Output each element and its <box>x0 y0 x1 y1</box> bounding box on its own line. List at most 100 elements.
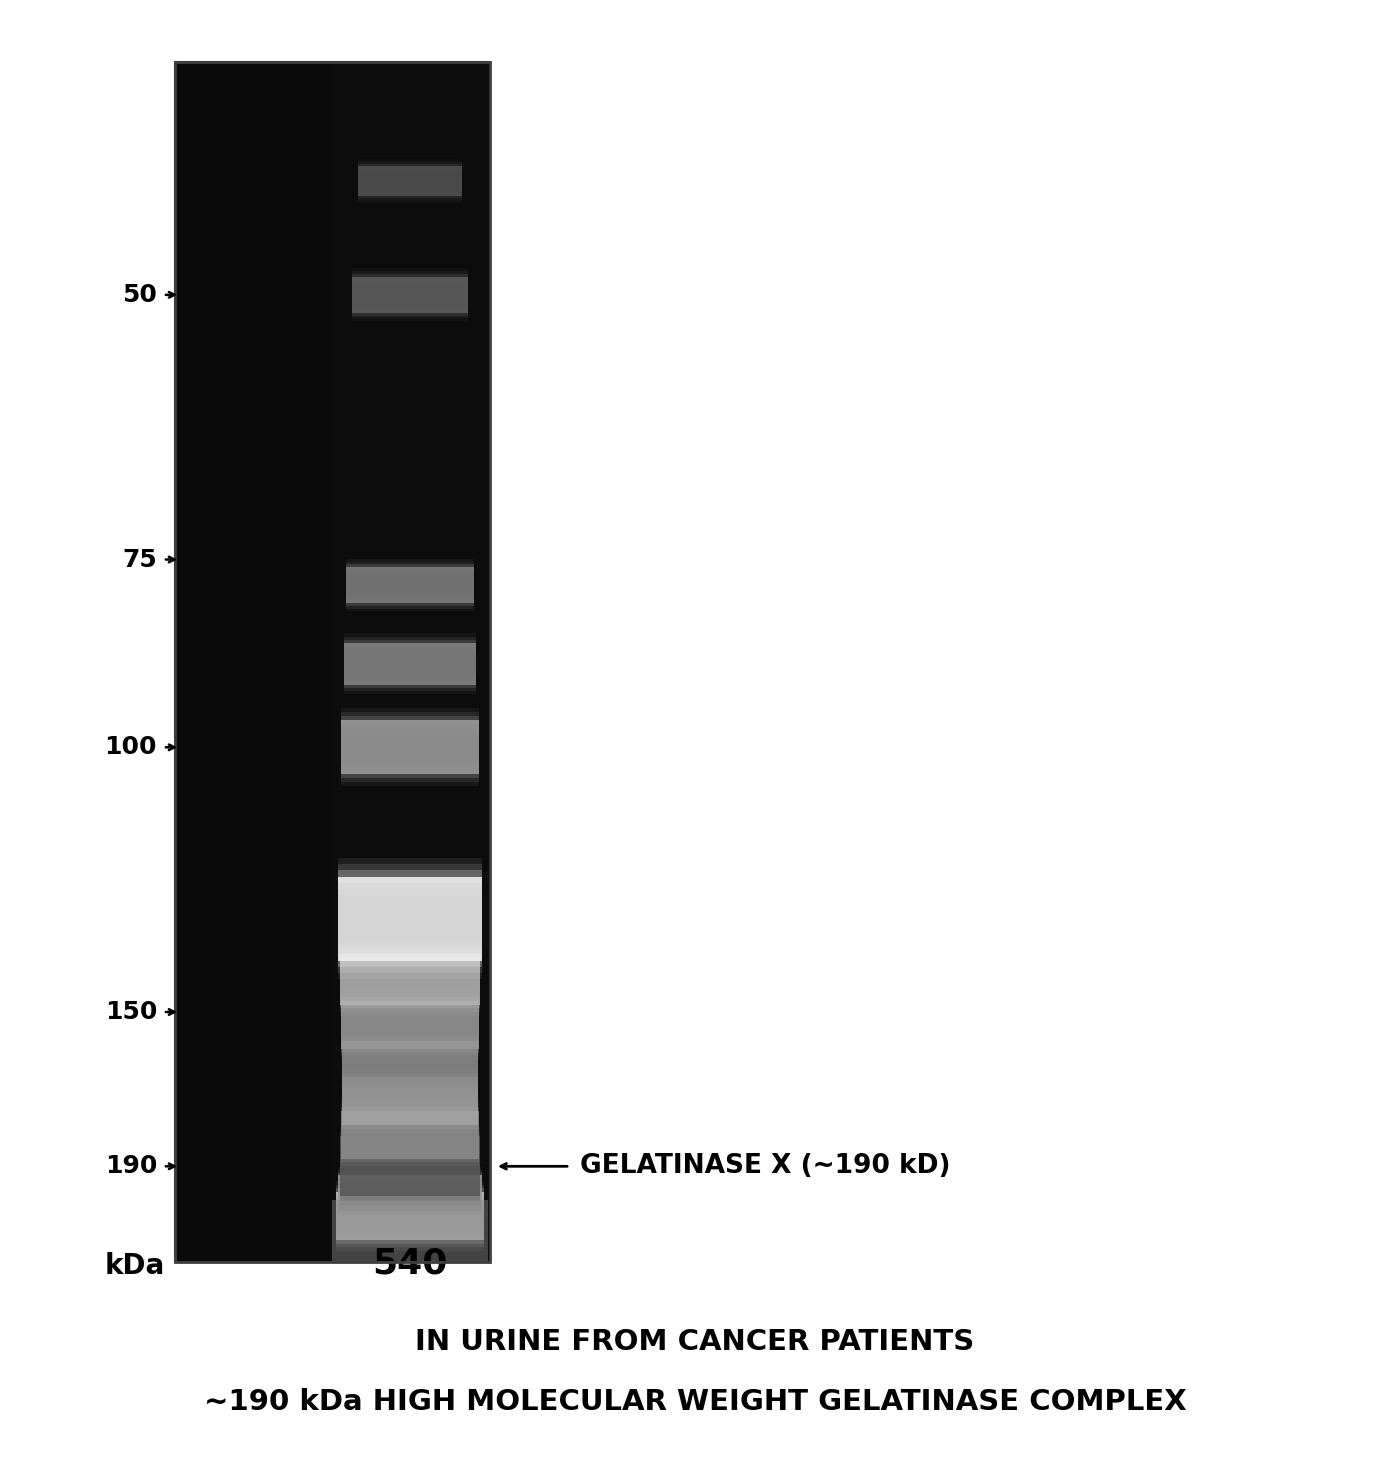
Bar <box>337 1233 484 1246</box>
Bar <box>346 594 474 611</box>
Bar <box>337 1192 484 1240</box>
Bar <box>339 1137 480 1196</box>
Bar <box>341 1045 479 1052</box>
Bar <box>341 1100 479 1122</box>
Text: 150: 150 <box>104 1000 157 1024</box>
Bar <box>352 310 467 316</box>
Bar <box>338 1169 483 1181</box>
Bar <box>341 708 479 732</box>
Bar <box>341 762 479 787</box>
Bar <box>342 1117 479 1132</box>
Bar <box>338 1172 483 1178</box>
Text: 75: 75 <box>122 547 157 572</box>
Bar <box>342 1074 479 1092</box>
Bar <box>175 62 330 1263</box>
Bar <box>346 562 474 572</box>
Bar <box>345 643 476 685</box>
Bar <box>339 1192 480 1200</box>
Bar <box>345 640 476 646</box>
Bar <box>337 1236 484 1243</box>
Bar <box>341 1107 479 1114</box>
Bar <box>330 62 490 1263</box>
Bar <box>341 957 480 1005</box>
Bar <box>338 1203 483 1220</box>
Bar <box>338 941 483 980</box>
Bar <box>341 946 480 968</box>
Bar <box>339 1183 480 1209</box>
Bar <box>341 1000 479 1049</box>
Bar <box>341 990 479 1012</box>
Bar <box>342 1080 479 1086</box>
Bar <box>339 1128 480 1146</box>
Bar <box>341 713 479 729</box>
Text: 540: 540 <box>373 1246 448 1280</box>
Bar <box>339 1123 480 1150</box>
Text: 50: 50 <box>122 283 157 307</box>
Bar <box>337 1184 484 1199</box>
Bar <box>341 1104 479 1117</box>
Bar <box>346 597 474 609</box>
Bar <box>352 268 467 285</box>
Text: GELATINASE X (~190 kD): GELATINASE X (~190 kD) <box>580 1153 950 1180</box>
Text: 100: 100 <box>104 735 157 759</box>
Bar <box>338 1175 483 1211</box>
Bar <box>341 997 480 1012</box>
Bar <box>357 191 462 200</box>
Bar <box>338 858 483 895</box>
Bar <box>337 1181 484 1203</box>
Bar <box>342 1070 479 1085</box>
Bar <box>338 1168 483 1183</box>
Bar <box>339 1187 480 1205</box>
Bar <box>339 1132 480 1141</box>
Bar <box>341 953 480 960</box>
Bar <box>341 1042 479 1057</box>
Bar <box>342 1034 479 1048</box>
Bar <box>341 1002 480 1008</box>
Bar <box>346 565 474 569</box>
Bar <box>357 166 462 196</box>
Bar <box>337 1229 484 1251</box>
Bar <box>341 950 480 963</box>
Bar <box>357 165 462 169</box>
Bar <box>342 1077 479 1125</box>
Bar <box>341 994 480 1015</box>
Bar <box>341 997 479 1005</box>
Bar <box>341 1154 479 1162</box>
Bar <box>342 1074 479 1080</box>
Bar <box>346 568 474 603</box>
Bar <box>352 305 467 322</box>
Bar <box>338 876 483 960</box>
Bar <box>338 1208 483 1214</box>
Bar <box>341 716 479 725</box>
Text: 190: 190 <box>104 1154 157 1178</box>
Bar <box>342 1042 479 1083</box>
Text: IN URINE FROM CANCER PATIENTS: IN URINE FROM CANCER PATIENTS <box>416 1328 975 1356</box>
Bar <box>338 864 483 889</box>
Bar <box>175 62 490 1263</box>
Bar <box>346 559 474 575</box>
Bar <box>338 870 483 883</box>
Bar <box>342 1077 479 1089</box>
Bar <box>341 766 479 782</box>
Bar <box>342 1031 479 1051</box>
Bar <box>341 1149 479 1169</box>
Bar <box>341 720 479 774</box>
Bar <box>345 637 476 649</box>
Bar <box>352 307 467 319</box>
Bar <box>357 190 462 203</box>
Bar <box>352 271 467 282</box>
Bar <box>341 1037 479 1060</box>
Bar <box>341 771 479 778</box>
Bar <box>341 994 479 1008</box>
Text: ~190 kDa HIGH MOLECULAR WEIGHT GELATINASE COMPLEX: ~190 kDa HIGH MOLECULAR WEIGHT GELATINAS… <box>203 1389 1187 1415</box>
Bar <box>357 162 462 170</box>
Bar <box>341 1152 479 1166</box>
Bar <box>345 682 476 688</box>
Text: kDa: kDa <box>104 1252 166 1280</box>
Bar <box>341 1110 479 1159</box>
Bar <box>345 679 476 691</box>
Bar <box>337 1189 484 1196</box>
Bar <box>345 633 476 652</box>
Bar <box>338 948 483 974</box>
Bar <box>345 676 476 694</box>
